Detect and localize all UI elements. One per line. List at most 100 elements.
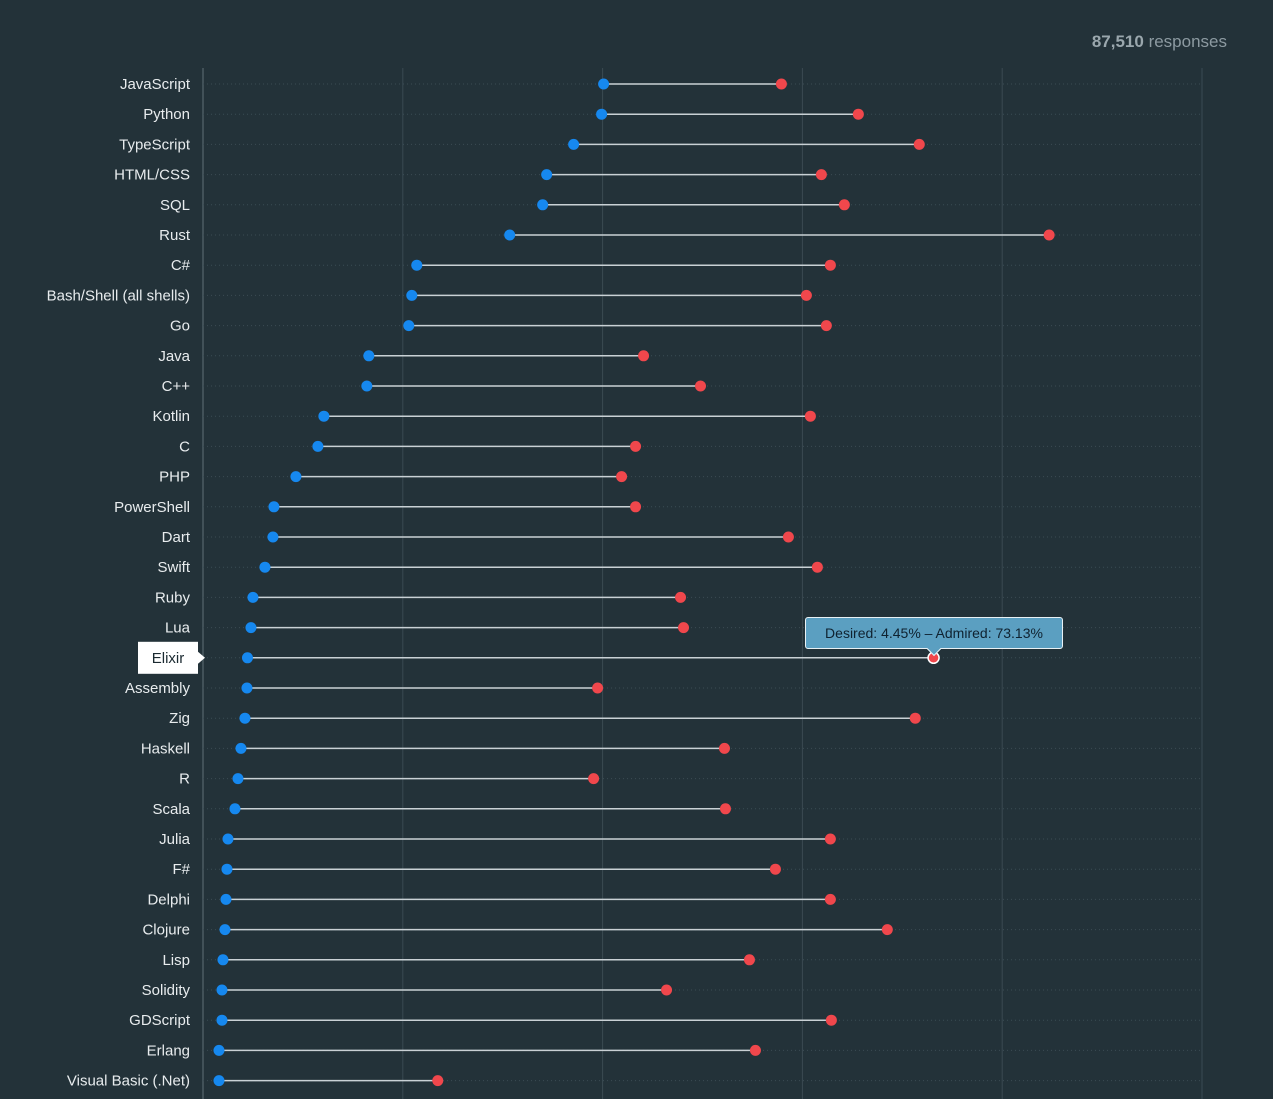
- category-label: TypeScript: [119, 136, 191, 153]
- category-label: Python: [143, 106, 190, 123]
- admired-point: [661, 984, 673, 996]
- admired-point: [824, 833, 836, 845]
- category-label: Clojure: [142, 922, 190, 939]
- category-label: Bash/Shell (all shells): [47, 287, 190, 304]
- category-label: Swift: [157, 559, 190, 576]
- desired-point: [213, 1044, 225, 1056]
- category-label: Go: [170, 318, 190, 335]
- desired-point: [217, 954, 229, 966]
- desired-point: [259, 561, 271, 573]
- admired-point: [913, 138, 925, 150]
- responses-number: 87,510: [1091, 32, 1144, 51]
- category-label: R: [179, 771, 190, 788]
- admired-point: [811, 561, 823, 573]
- admired-point: [824, 893, 836, 905]
- category-label: Haskell: [141, 740, 190, 757]
- admired-point: [588, 773, 600, 785]
- admired-point: [695, 380, 707, 392]
- admired-point: [718, 742, 730, 754]
- desired-point: [598, 78, 610, 90]
- category-label: Erlang: [147, 1042, 190, 1059]
- desired-point: [245, 622, 257, 634]
- desired-point: [229, 803, 241, 815]
- category-label: Dart: [162, 529, 191, 546]
- admired-point: [852, 108, 864, 120]
- admired-point: [630, 501, 642, 513]
- desired-point: [239, 712, 251, 724]
- category-label: Java: [158, 348, 190, 365]
- category-label: PowerShell: [114, 499, 190, 516]
- admired-point: [825, 1014, 837, 1026]
- desired-point: [219, 924, 231, 936]
- desired-point: [247, 591, 259, 603]
- admired-point: [1043, 229, 1055, 241]
- category-label: GDScript: [129, 1012, 191, 1029]
- desired-point: [541, 169, 553, 181]
- desired-point: [241, 652, 253, 664]
- category-label: SQL: [160, 197, 190, 214]
- desired-point: [318, 410, 330, 422]
- desired-point: [216, 984, 228, 996]
- admired-point: [800, 289, 812, 301]
- desired-point: [411, 259, 423, 271]
- tooltip: Desired: 4.45% – Admired: 73.13%: [805, 617, 1063, 649]
- desired-point: [216, 1014, 228, 1026]
- category-label: Delphi: [147, 891, 190, 908]
- category-label: Ruby: [155, 589, 191, 606]
- desired-point: [267, 531, 279, 543]
- desired-point: [403, 320, 415, 332]
- desired-point: [222, 833, 234, 845]
- category-label: C: [179, 438, 190, 455]
- category-label: Julia: [159, 831, 191, 848]
- category-label: Lisp: [162, 952, 190, 969]
- admired-point: [838, 199, 850, 211]
- desired-point: [220, 893, 232, 905]
- admired-point: [909, 712, 921, 724]
- desired-point: [406, 289, 418, 301]
- category-label: HTML/CSS: [114, 167, 190, 184]
- desired-point: [504, 229, 516, 241]
- category-label: Rust: [159, 227, 191, 244]
- desired-point: [235, 742, 247, 754]
- desired-point: [221, 863, 233, 875]
- admired-point: [824, 259, 836, 271]
- admired-point: [775, 78, 787, 90]
- category-label: C++: [162, 378, 191, 395]
- admired-point: [749, 1044, 761, 1056]
- desired-point: [363, 350, 375, 362]
- admired-point: [804, 410, 816, 422]
- admired-point: [432, 1075, 444, 1087]
- admired-point: [630, 440, 642, 452]
- category-label: Elixir: [152, 650, 185, 667]
- admired-point: [815, 169, 827, 181]
- admired-point: [719, 803, 731, 815]
- category-label: JavaScript: [120, 76, 191, 93]
- desired-point: [361, 380, 373, 392]
- highlight-label-pointer: [198, 651, 205, 664]
- desired-point: [568, 138, 580, 150]
- admired-point: [782, 531, 794, 543]
- admired-point: [638, 350, 650, 362]
- category-label: Visual Basic (.Net): [67, 1073, 190, 1090]
- category-label: Solidity: [142, 982, 191, 999]
- category-label: Zig: [169, 710, 190, 727]
- highlight-label-box: [138, 641, 198, 674]
- desired-point: [537, 199, 549, 211]
- admired-point: [820, 320, 832, 332]
- category-label: Assembly: [125, 680, 191, 697]
- category-label: F#: [172, 861, 190, 878]
- desired-point: [232, 773, 244, 785]
- category-label: Kotlin: [152, 408, 190, 425]
- responses-count: 87,510 responses: [1092, 32, 1227, 52]
- category-label: Lua: [165, 620, 191, 637]
- admired-point: [592, 682, 604, 694]
- desired-point: [596, 108, 608, 120]
- desired-point: [290, 471, 302, 483]
- admired-point: [881, 924, 893, 936]
- admired-point: [743, 954, 755, 966]
- desired-point: [312, 440, 324, 452]
- desired-point: [213, 1075, 225, 1087]
- category-label: C#: [171, 257, 191, 274]
- admired-point: [678, 622, 690, 634]
